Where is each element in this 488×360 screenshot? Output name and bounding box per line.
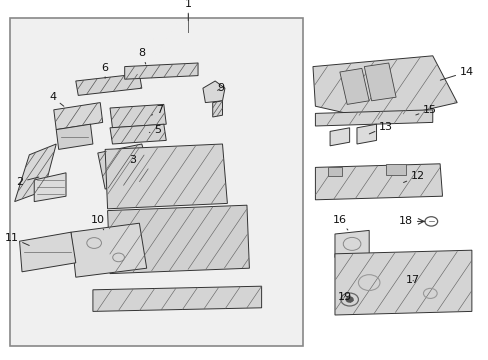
Text: 12: 12 xyxy=(403,171,424,183)
Polygon shape xyxy=(15,144,56,202)
Polygon shape xyxy=(327,167,342,176)
Polygon shape xyxy=(386,164,405,175)
Text: 7: 7 xyxy=(151,105,163,115)
Text: 17: 17 xyxy=(406,275,419,285)
Polygon shape xyxy=(312,56,456,121)
Text: 19: 19 xyxy=(337,292,351,302)
Polygon shape xyxy=(110,104,166,128)
Text: 15: 15 xyxy=(415,105,436,115)
Polygon shape xyxy=(329,128,349,146)
Text: 5: 5 xyxy=(149,125,161,135)
Text: 2: 2 xyxy=(16,177,39,187)
Polygon shape xyxy=(203,81,224,103)
Polygon shape xyxy=(76,74,142,95)
Text: 16: 16 xyxy=(332,215,347,230)
Polygon shape xyxy=(107,205,249,274)
Polygon shape xyxy=(98,144,151,189)
Text: 3: 3 xyxy=(129,155,136,165)
Text: 8: 8 xyxy=(138,48,145,64)
Polygon shape xyxy=(93,286,261,311)
Text: 10: 10 xyxy=(91,215,104,230)
Bar xyxy=(10,18,303,346)
Text: 14: 14 xyxy=(439,67,473,80)
Polygon shape xyxy=(356,124,376,144)
Text: 1: 1 xyxy=(184,0,191,21)
Text: 18: 18 xyxy=(398,216,424,226)
Polygon shape xyxy=(339,68,368,104)
Polygon shape xyxy=(20,232,76,272)
Polygon shape xyxy=(132,178,149,198)
Circle shape xyxy=(346,297,352,302)
Text: 6: 6 xyxy=(102,63,108,78)
Polygon shape xyxy=(124,63,198,79)
Polygon shape xyxy=(315,110,432,126)
Polygon shape xyxy=(364,63,395,101)
Text: 13: 13 xyxy=(368,122,392,134)
Text: 11: 11 xyxy=(4,233,29,246)
Polygon shape xyxy=(212,101,222,117)
Polygon shape xyxy=(54,103,102,130)
Polygon shape xyxy=(110,124,166,144)
Polygon shape xyxy=(315,164,442,200)
Text: 9: 9 xyxy=(217,83,224,93)
Polygon shape xyxy=(334,230,368,257)
Polygon shape xyxy=(71,223,146,277)
Polygon shape xyxy=(34,173,66,202)
Polygon shape xyxy=(105,144,227,209)
Text: 4: 4 xyxy=(49,92,64,106)
Polygon shape xyxy=(334,250,471,315)
Polygon shape xyxy=(56,124,93,149)
